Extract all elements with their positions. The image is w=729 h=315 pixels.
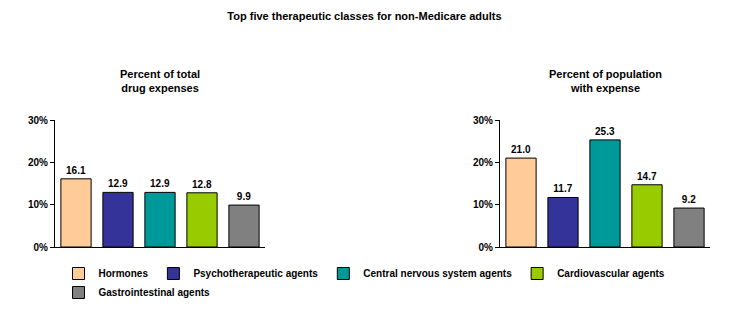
svg-text:Cardiovascular agents: Cardiovascular agents — [557, 268, 665, 279]
svg-text:12.9: 12.9 — [150, 178, 170, 189]
svg-text:0%: 0% — [479, 242, 494, 253]
svg-text:Psychotherapeutic agents: Psychotherapeutic agents — [193, 268, 318, 279]
svg-text:Hormones: Hormones — [99, 268, 149, 279]
svg-text:Gastrointestinal agents: Gastrointestinal agents — [99, 287, 211, 298]
svg-text:21.0: 21.0 — [511, 144, 531, 155]
svg-text:Percent of populationwith expe: Percent of populationwith expense — [549, 68, 662, 94]
svg-text:16.1: 16.1 — [66, 165, 86, 176]
svg-text:9.9: 9.9 — [237, 191, 251, 202]
svg-text:30%: 30% — [28, 115, 48, 126]
svg-text:Central nervous system agents: Central nervous system agents — [363, 268, 512, 279]
svg-text:12.9: 12.9 — [108, 178, 128, 189]
svg-text:30%: 30% — [473, 115, 493, 126]
svg-text:10%: 10% — [473, 199, 493, 210]
svg-text:14.7: 14.7 — [637, 171, 657, 182]
svg-text:10%: 10% — [28, 199, 48, 210]
svg-text:9.2: 9.2 — [682, 194, 696, 205]
svg-text:12.8: 12.8 — [192, 179, 212, 190]
svg-text:0%: 0% — [34, 242, 49, 253]
svg-text:Percent of totaldrug expenses: Percent of totaldrug expenses — [120, 68, 200, 94]
svg-text:20%: 20% — [28, 157, 48, 168]
svg-text:25.3: 25.3 — [595, 126, 615, 137]
svg-text:11.7: 11.7 — [553, 183, 572, 194]
svg-text:20%: 20% — [473, 157, 493, 168]
svg-text:Top five therapeutic classes f: Top five therapeutic classes for non-Med… — [227, 10, 501, 22]
